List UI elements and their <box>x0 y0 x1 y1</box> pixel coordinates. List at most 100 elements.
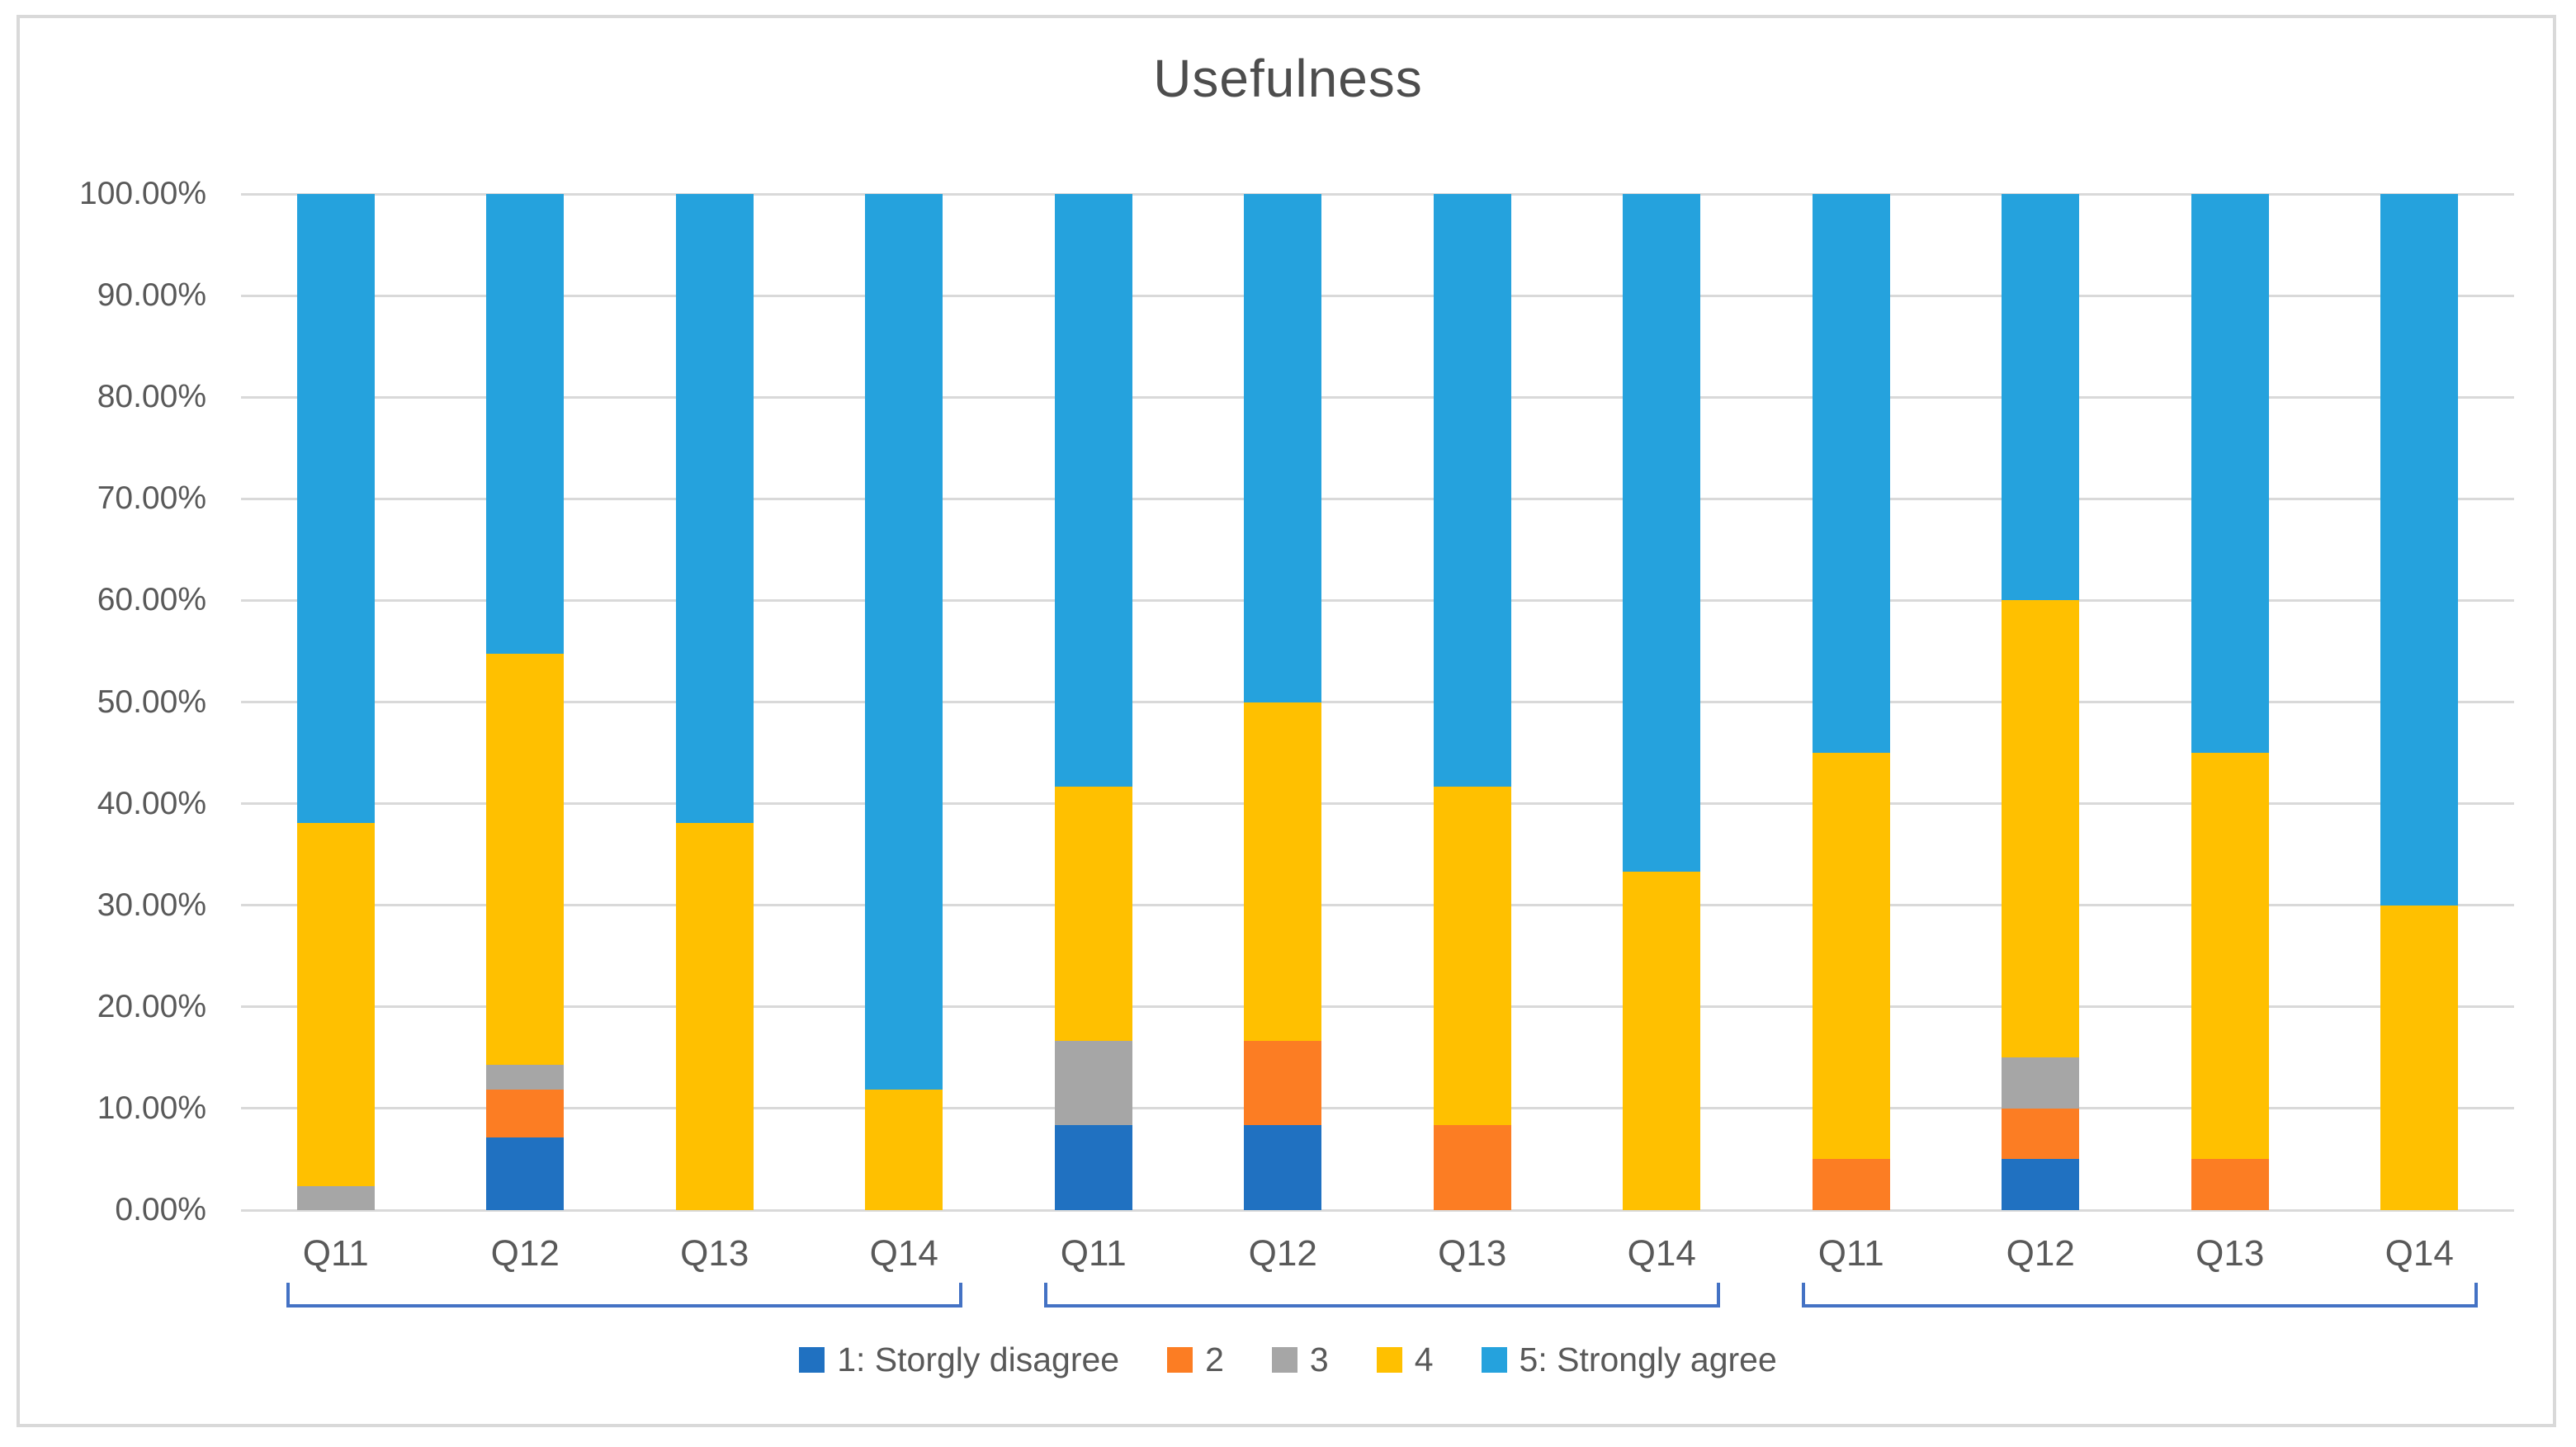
bar-segment <box>486 1089 565 1138</box>
legend-item: 5: Strongly agree <box>1481 1341 1777 1379</box>
legend-item: 1: Storgly disagree <box>799 1341 1119 1379</box>
bar <box>865 194 943 1210</box>
x-axis-category-label: Q14 <box>2385 1233 2454 1274</box>
bar-segment <box>1623 194 1701 872</box>
bar-segment <box>1244 1040 1322 1126</box>
bar-segment <box>2002 194 2080 601</box>
bar <box>486 194 565 1210</box>
bar-segment <box>1812 1159 1890 1210</box>
bar-segment <box>1054 1125 1132 1210</box>
bar-segment <box>486 653 565 1066</box>
bar-segment <box>2002 1159 2080 1210</box>
legend-swatch <box>1271 1347 1297 1373</box>
gridline <box>241 1208 2514 1212</box>
x-axis-category-label: Q12 <box>2006 1233 2075 1274</box>
y-axis-tick-label: 0.00% <box>115 1192 206 1227</box>
x-axis-category-label: Q11 <box>1817 1233 1884 1274</box>
gridline <box>241 701 2514 703</box>
bar-segment <box>675 823 754 1210</box>
legend-label: 2 <box>1205 1341 1224 1378</box>
group-bracket <box>286 1283 962 1308</box>
legend-item: 2 <box>1167 1341 1224 1379</box>
bar <box>2380 194 2459 1210</box>
x-axis-category-label: Q14 <box>1627 1233 1696 1274</box>
bar <box>1244 194 1322 1210</box>
legend-swatch <box>1167 1347 1193 1373</box>
bar-segment <box>1433 194 1511 787</box>
group-bracket <box>1044 1283 1720 1308</box>
x-axis-category-label: Q14 <box>869 1233 938 1274</box>
bar <box>2002 194 2080 1210</box>
bar-segment <box>865 1089 943 1210</box>
bar-segment <box>2002 1057 2080 1109</box>
bar-segment <box>1433 787 1511 1126</box>
legend: 1: Storgly disagree 2 3 4 5: Strongly agree <box>0 1341 2576 1379</box>
y-axis-tick-label: 70.00% <box>97 480 206 517</box>
bar-segment <box>1054 787 1132 1041</box>
legend-swatch <box>799 1347 825 1373</box>
legend-label: 1: Storgly disagree <box>837 1341 1120 1378</box>
bar <box>2191 194 2269 1210</box>
x-axis-category-label: Q12 <box>490 1233 560 1274</box>
plot-area <box>241 192 2514 1212</box>
bar-segment <box>486 1137 565 1210</box>
bar-segment <box>486 1065 565 1090</box>
bar-segment <box>296 194 375 824</box>
x-axis-category-label: Q13 <box>680 1233 749 1274</box>
y-axis-tick-label: 10.00% <box>97 1090 206 1126</box>
gridline <box>241 1005 2514 1009</box>
bar-segment <box>296 823 375 1186</box>
bar-segment <box>1244 702 1322 1041</box>
y-axis-tick-label: 50.00% <box>97 683 206 720</box>
x-axis-category-label: Q11 <box>1060 1233 1127 1274</box>
chart-frame <box>17 15 2556 1427</box>
bar-segment <box>675 194 754 823</box>
gridline <box>241 598 2514 602</box>
y-axis-tick-label: 90.00% <box>97 277 206 314</box>
bar <box>1623 194 1701 1210</box>
gridline <box>241 192 2514 196</box>
legend-label: 4 <box>1414 1341 1434 1378</box>
bar-segment <box>1244 1125 1322 1210</box>
bar <box>675 194 754 1210</box>
bar-segment <box>1812 753 1890 1160</box>
x-axis-category-label: Q13 <box>1438 1233 1507 1274</box>
y-axis-tick-label: 100.00% <box>79 176 206 211</box>
gridline <box>241 1107 2514 1110</box>
bar-segment <box>2380 905 2459 1210</box>
legend-item: 4 <box>1376 1341 1434 1379</box>
bar <box>1812 194 1890 1210</box>
bar-segment <box>1244 194 1322 702</box>
chart-title: Usefulness <box>1153 49 1423 108</box>
group-bracket <box>1802 1283 2478 1308</box>
bar-segment <box>2002 600 2080 1058</box>
bar-segment <box>2191 194 2269 754</box>
legend-label: 5: Strongly agree <box>1519 1341 1777 1378</box>
bar <box>1054 194 1132 1210</box>
gridline <box>241 497 2514 500</box>
x-axis-category-label: Q11 <box>302 1233 369 1274</box>
bar-segment <box>1054 194 1132 787</box>
bar-segment <box>1054 1040 1132 1126</box>
bar <box>296 194 375 1210</box>
x-axis-category-label: Q13 <box>2196 1233 2265 1274</box>
bar-segment <box>486 194 565 654</box>
y-axis-tick-label: 30.00% <box>97 887 206 923</box>
bar-segment <box>2191 753 2269 1160</box>
x-axis-category-label: Q12 <box>1248 1233 1317 1274</box>
gridline <box>241 294 2514 297</box>
gridline <box>241 904 2514 907</box>
bar-segment <box>2380 194 2459 906</box>
y-axis-tick-label: 20.00% <box>97 988 206 1024</box>
bar-segment <box>865 194 943 1090</box>
legend-swatch <box>1481 1347 1507 1373</box>
legend-item: 3 <box>1271 1341 1329 1379</box>
bar-segment <box>1812 194 1890 754</box>
bar-segment <box>2002 1108 2080 1160</box>
legend-label: 3 <box>1309 1341 1329 1378</box>
bar-segment <box>2191 1159 2269 1210</box>
y-axis-tick-label: 60.00% <box>97 582 206 618</box>
bar-segment <box>1433 1125 1511 1210</box>
y-axis-tick-label: 80.00% <box>97 379 206 415</box>
